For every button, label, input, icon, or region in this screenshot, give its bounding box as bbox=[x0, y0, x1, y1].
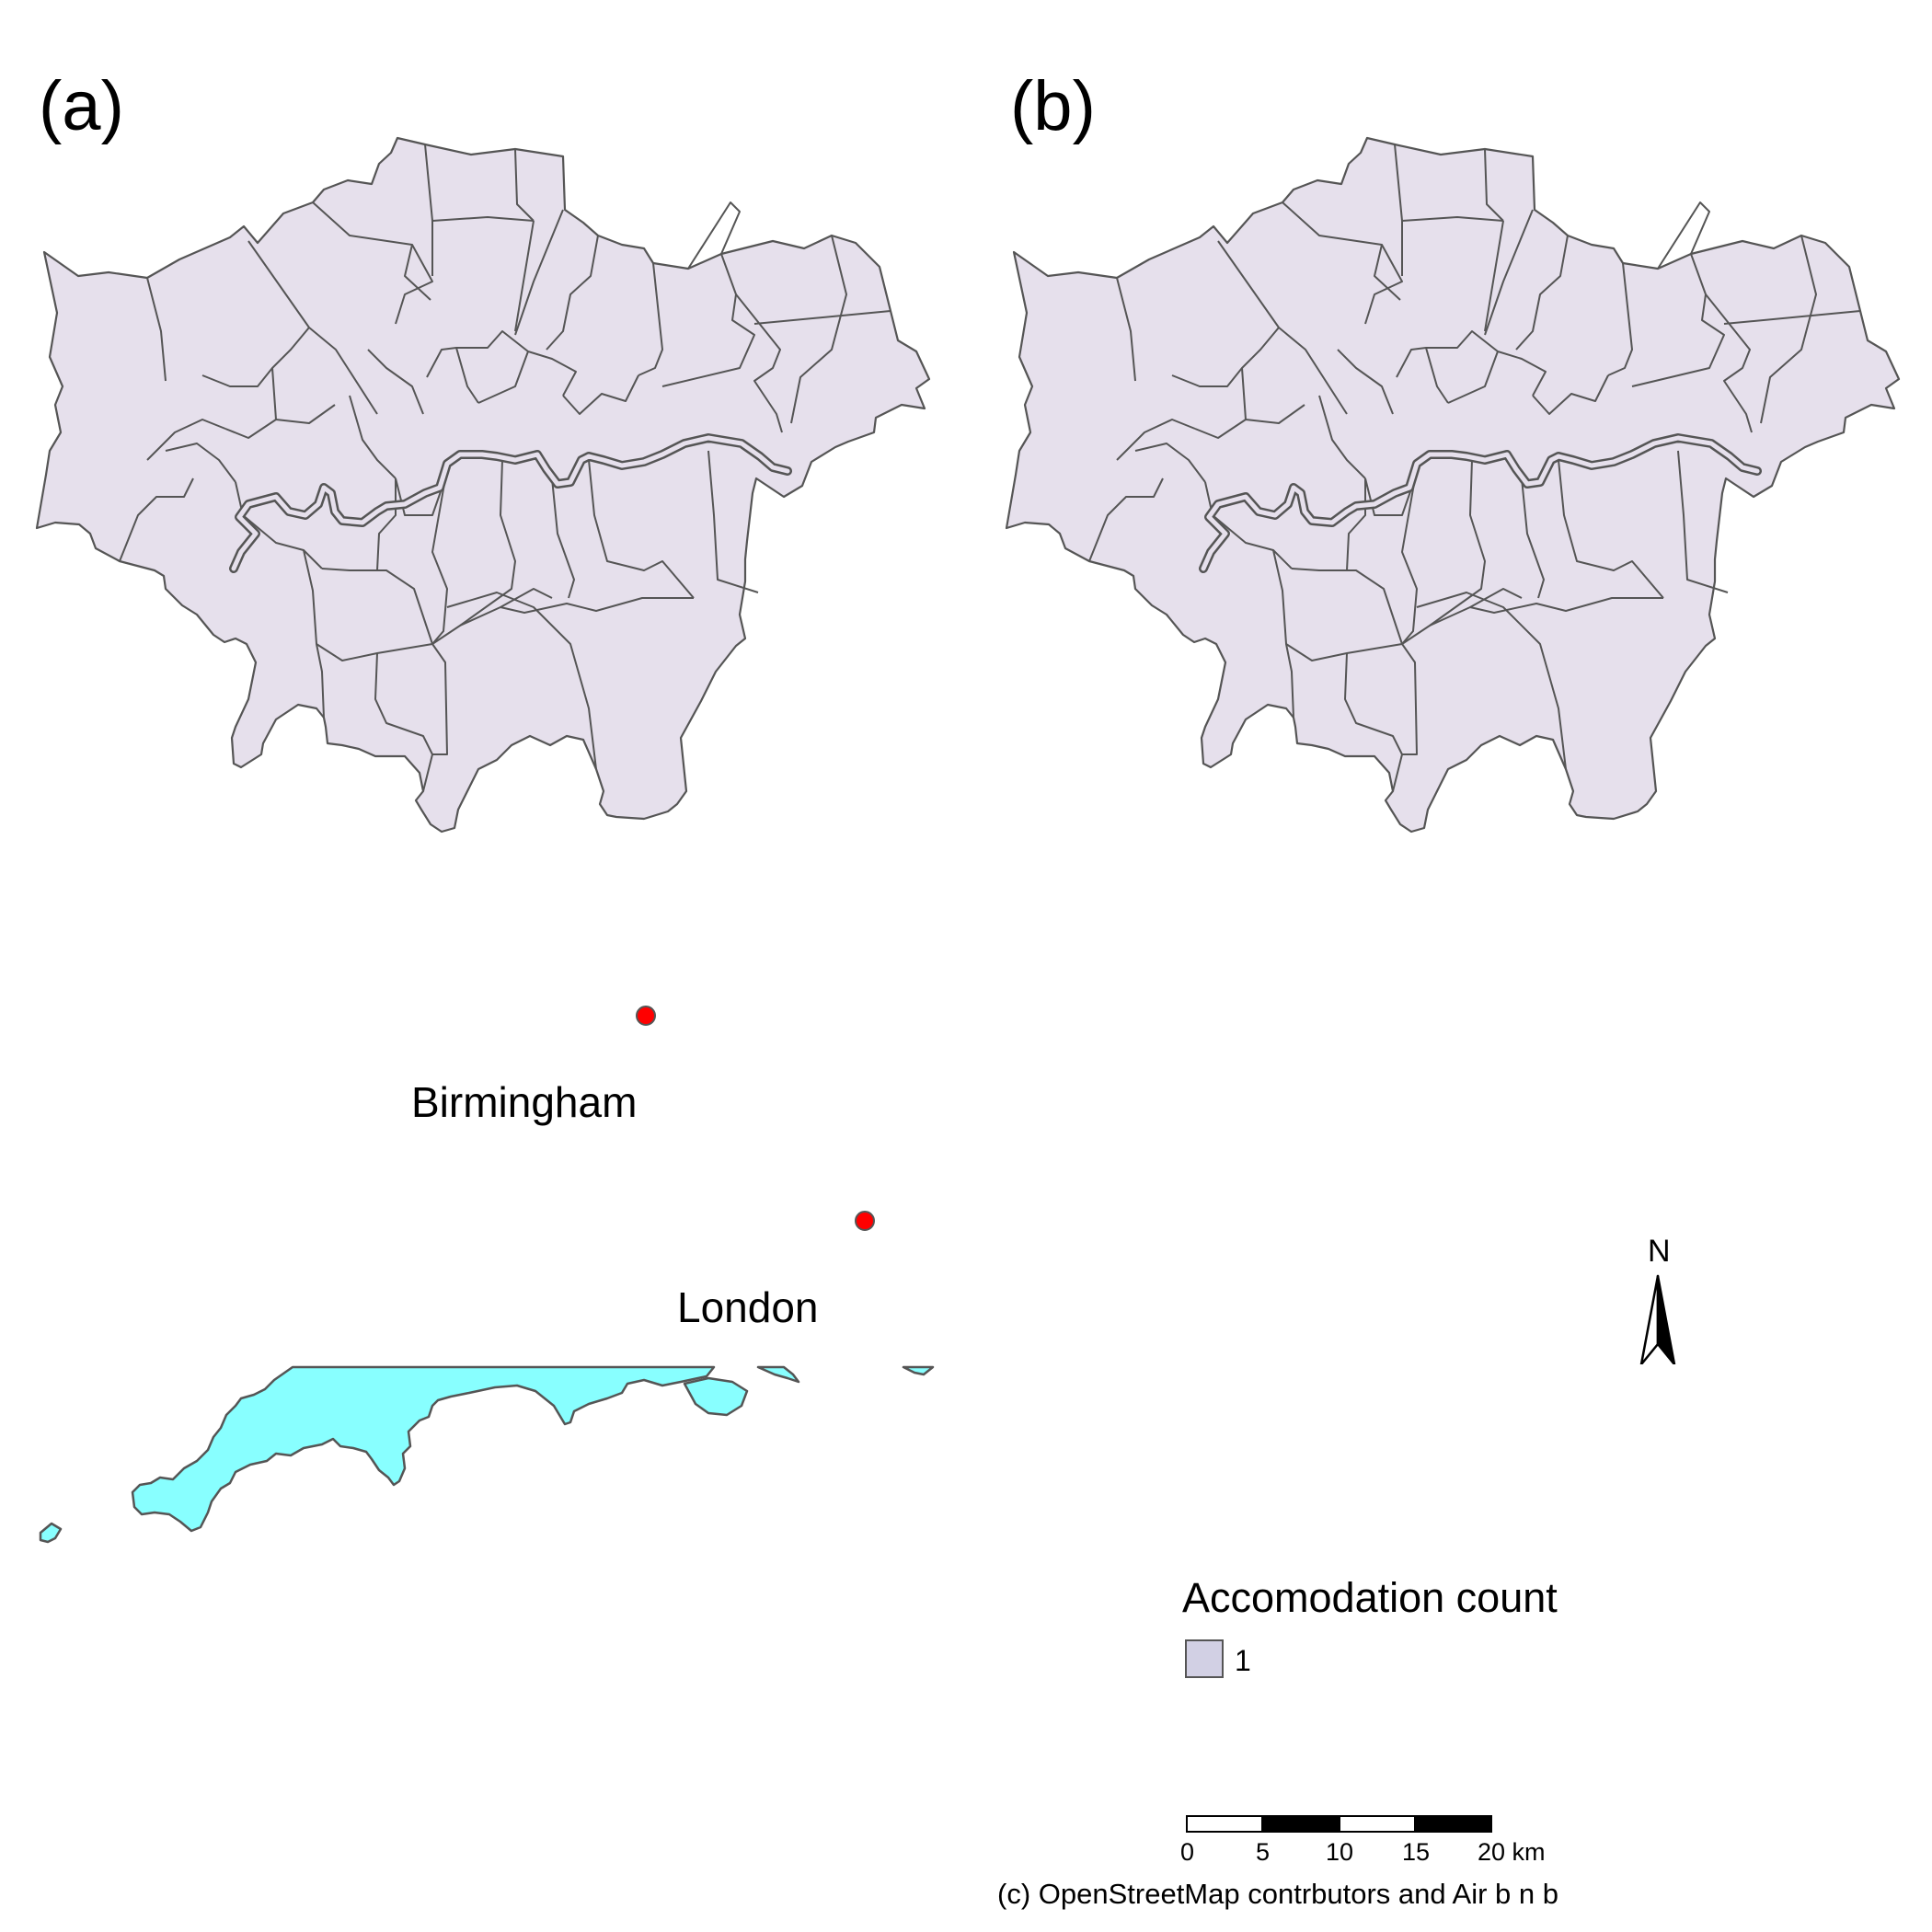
scale-tick-10: 10 bbox=[1326, 1838, 1354, 1866]
coast-fragment-east-2 bbox=[902, 1365, 935, 1376]
london-map-a bbox=[35, 136, 931, 834]
birmingham-marker bbox=[636, 1006, 656, 1026]
scale-tick-20: 20 km bbox=[1478, 1838, 1546, 1866]
panel-label-a: (a) bbox=[39, 67, 124, 145]
legend-item-label: 1 bbox=[1235, 1644, 1251, 1677]
north-arrow-icon bbox=[1639, 1274, 1676, 1364]
north-arrow-label: N bbox=[1648, 1234, 1671, 1269]
legend-swatch bbox=[1185, 1639, 1224, 1678]
london-marker bbox=[855, 1211, 875, 1231]
panel-label-b: (b) bbox=[1010, 67, 1096, 145]
scale-bar bbox=[1186, 1815, 1492, 1833]
scale-tick-5: 5 bbox=[1256, 1838, 1271, 1866]
isles-of-scilly bbox=[39, 1522, 63, 1544]
city-label-birmingham: Birmingham bbox=[411, 1078, 638, 1126]
legend-title: Accomodation count bbox=[1182, 1574, 1558, 1621]
london-map-b bbox=[1005, 136, 1901, 834]
attribution-credit: (c) OpenStreetMap contrbutors and Air b … bbox=[997, 1878, 1558, 1910]
isle-of-wight bbox=[683, 1376, 749, 1417]
city-label-london: London bbox=[677, 1283, 819, 1331]
coast-fragment-east-1 bbox=[756, 1365, 800, 1384]
scale-tick-0: 0 bbox=[1180, 1838, 1195, 1866]
scale-tick-15: 15 bbox=[1402, 1838, 1431, 1866]
southwest-england-coast bbox=[131, 1365, 716, 1533]
